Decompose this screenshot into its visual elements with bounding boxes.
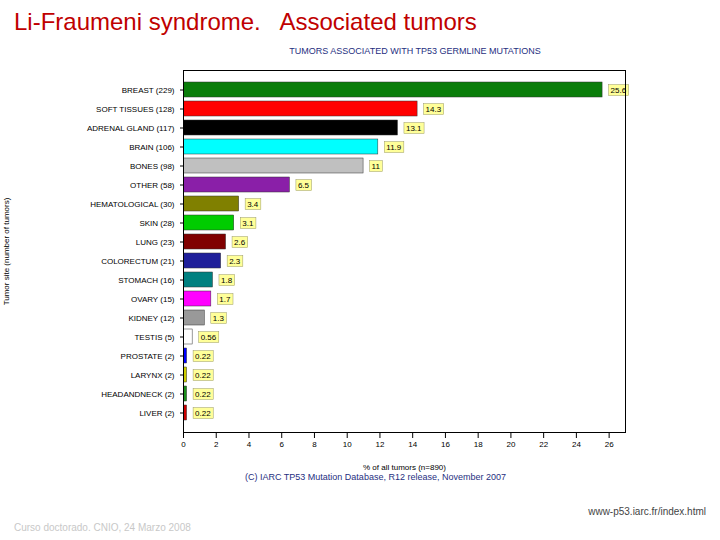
svg-text:3.4: 3.4 <box>247 200 259 209</box>
html-text:TUMORS ASSOCIATED WITH TP53 GE: TUMORS ASSOCIATED WITH TP53 GERMLINE MUT… <box>289 46 541 56</box>
svg-text:16: 16 <box>441 440 450 449</box>
svg-text:26: 26 <box>605 440 614 449</box>
svg-text:12: 12 <box>375 440 384 449</box>
svg-text:TESTIS (5): TESTIS (5) <box>134 333 174 342</box>
html-text:Li-Fraumeni syndrome. Associat: Li-Fraumeni syndrome. Associated tumors <box>14 8 477 35</box>
svg-text:SKIN (28): SKIN (28) <box>139 219 174 228</box>
svg-text:OVARY (15): OVARY (15) <box>131 295 175 304</box>
svg-text:STOMACH (16): STOMACH (16) <box>118 276 175 285</box>
svg-text:BREAST (229): BREAST (229) <box>122 86 175 95</box>
svg-text:0.22: 0.22 <box>195 409 211 418</box>
svg-text:HEADANDNECK (2): HEADANDNECK (2) <box>101 390 175 399</box>
svg-text:LIVER (2): LIVER (2) <box>139 409 174 418</box>
svg-text:0.56: 0.56 <box>201 333 217 342</box>
svg-text:2.3: 2.3 <box>229 257 241 266</box>
svg-text:1.3: 1.3 <box>213 314 225 323</box>
svg-text:11: 11 <box>372 162 381 171</box>
svg-text:10: 10 <box>343 440 352 449</box>
svg-text:BONES (98): BONES (98) <box>130 162 175 171</box>
svg-text:6: 6 <box>279 440 284 449</box>
svg-text:0: 0 <box>181 440 186 449</box>
svg-text:% of all tumors (n=890): % of all tumors (n=890) <box>363 463 446 472</box>
svg-text:14: 14 <box>408 440 417 449</box>
svg-text:4: 4 <box>247 440 252 449</box>
svg-text:6.5: 6.5 <box>298 181 310 190</box>
svg-text:0.22: 0.22 <box>195 352 211 361</box>
svg-text:HEMATOLOGICAL (30): HEMATOLOGICAL (30) <box>90 200 175 209</box>
svg-text:1.7: 1.7 <box>219 295 231 304</box>
svg-text:0.22: 0.22 <box>195 371 211 380</box>
svg-text:2.6: 2.6 <box>234 238 246 247</box>
html-text:Curso doctorado. CNIO, 24 Marz: Curso doctorado. CNIO, 24 Marzo 2008 <box>14 522 191 533</box>
svg-text:COLORECTUM (21): COLORECTUM (21) <box>101 257 175 266</box>
html-text:(C) IARC TP53 Mutation Databas: (C) IARC TP53 Mutation Database, R12 rel… <box>245 472 506 482</box>
svg-text:22: 22 <box>539 440 548 449</box>
svg-text:LUNG (23): LUNG (23) <box>136 238 175 247</box>
svg-text:2: 2 <box>214 440 219 449</box>
html-text:www-p53.iarc.fr/index.html: www-p53.iarc.fr/index.html <box>588 506 706 517</box>
svg-text:ADRENAL GLAND (117): ADRENAL GLAND (117) <box>87 124 175 133</box>
svg-text:BRAIN (106): BRAIN (106) <box>129 143 175 152</box>
svg-text:8: 8 <box>312 440 317 449</box>
svg-text:LARYNX (2): LARYNX (2) <box>131 371 175 380</box>
svg-text:11.9: 11.9 <box>386 143 402 152</box>
svg-text:KIDNEY (12): KIDNEY (12) <box>128 314 174 323</box>
svg-text:SOFT TISSUES (128): SOFT TISSUES (128) <box>96 105 175 114</box>
svg-text:24: 24 <box>572 440 581 449</box>
svg-text:0.22: 0.22 <box>195 390 211 399</box>
svg-text:1.8: 1.8 <box>221 276 233 285</box>
svg-text:PROSTATE (2): PROSTATE (2) <box>121 352 175 361</box>
svg-text:14.3: 14.3 <box>426 105 442 114</box>
svg-text:3.1: 3.1 <box>242 219 254 228</box>
svg-text:25.6: 25.6 <box>611 86 627 95</box>
svg-text:13.1: 13.1 <box>406 124 422 133</box>
svg-text:18: 18 <box>474 440 483 449</box>
svg-text:OTHER (58): OTHER (58) <box>130 181 175 190</box>
svg-text:20: 20 <box>506 440 515 449</box>
svg-text:Tumor site (number of tumors): Tumor site (number of tumors) <box>2 197 11 305</box>
